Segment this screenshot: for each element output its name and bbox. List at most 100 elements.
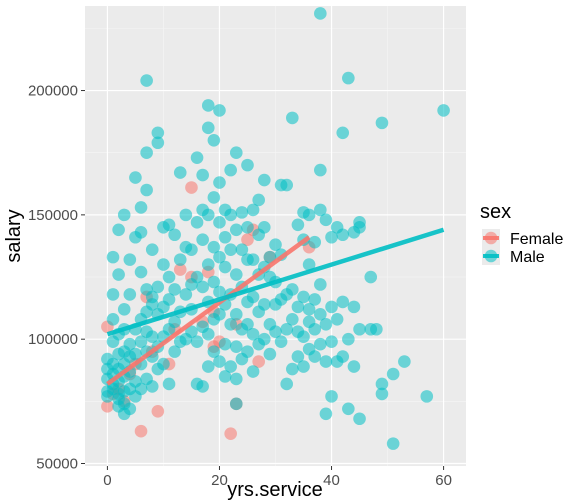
- male-point: [229, 397, 243, 411]
- male-point: [364, 270, 378, 284]
- male-point: [213, 308, 226, 321]
- male-point: [207, 240, 221, 254]
- grid-minor: [85, 6, 466, 466]
- male-point: [347, 300, 361, 314]
- female-point: [173, 263, 187, 276]
- legend-title: sex: [480, 201, 511, 223]
- male-point: [291, 300, 305, 314]
- male-point: [319, 407, 333, 421]
- male-point: [140, 74, 153, 87]
- male-point: [386, 367, 400, 381]
- male-point: [246, 290, 260, 304]
- male-point: [286, 312, 299, 326]
- male-point: [190, 335, 204, 348]
- male-point: [207, 191, 221, 204]
- male-point: [196, 168, 209, 182]
- male-point: [224, 208, 237, 222]
- female-point: [224, 427, 237, 440]
- male-point: [173, 253, 187, 266]
- male-point: [190, 151, 204, 164]
- male-point: [134, 265, 148, 279]
- male-point: [129, 347, 142, 361]
- male-point: [263, 250, 277, 264]
- x-tick-label: 60: [435, 472, 452, 489]
- male-point: [112, 268, 125, 281]
- male-point: [308, 293, 322, 306]
- female-point: [101, 400, 114, 413]
- male-point: [336, 126, 350, 140]
- male-point: [168, 315, 181, 329]
- male-point: [269, 325, 282, 339]
- male-point: [140, 146, 153, 160]
- male-point: [257, 332, 271, 346]
- male-point: [257, 220, 271, 234]
- male-point: [224, 360, 237, 373]
- male-point: [241, 345, 254, 358]
- male-point: [229, 268, 243, 281]
- y-axis-ticks: 50000 100000 150000 200000: [28, 83, 85, 473]
- male-point: [123, 337, 137, 351]
- legend-key-female: [482, 229, 500, 247]
- male-point: [314, 337, 327, 351]
- male-point: [213, 285, 226, 299]
- male-point: [218, 260, 232, 274]
- male-point: [117, 303, 131, 316]
- male-point: [386, 437, 400, 450]
- male-point: [106, 250, 120, 264]
- male-point: [297, 290, 310, 304]
- male-point: [229, 308, 243, 321]
- male-trend-line: [106, 227, 445, 337]
- x-tick-label: 40: [323, 472, 340, 489]
- male-point: [151, 126, 165, 140]
- male-point: [375, 116, 389, 130]
- male-point: [106, 288, 120, 301]
- male-point: [314, 7, 327, 20]
- male-point: [319, 317, 333, 331]
- male-point: [353, 216, 366, 229]
- male-point: [112, 223, 125, 237]
- male-point: [218, 370, 232, 383]
- male-point: [286, 283, 299, 296]
- male-point: [291, 350, 305, 363]
- male-point: [319, 355, 333, 368]
- male-point: [201, 360, 215, 373]
- male-point: [280, 322, 294, 336]
- male-point: [347, 360, 361, 373]
- male-point: [129, 171, 142, 184]
- male-point: [224, 243, 237, 256]
- male-point: [173, 166, 187, 179]
- male-point: [201, 99, 215, 112]
- male-point: [375, 377, 389, 391]
- male-point: [342, 402, 355, 416]
- male-point: [302, 303, 316, 316]
- male-point: [336, 228, 350, 242]
- male-point: [213, 216, 226, 229]
- male-point: [134, 335, 148, 348]
- male-point: [314, 163, 327, 177]
- male-point: [157, 258, 170, 271]
- male-point: [325, 230, 338, 244]
- male-point: [179, 208, 193, 222]
- male-point: [420, 390, 434, 403]
- male-point: [252, 193, 265, 207]
- male-point: [302, 208, 316, 222]
- male-point: [302, 258, 316, 271]
- male-point: [168, 283, 181, 296]
- female-point: [241, 233, 254, 247]
- male-point: [190, 216, 204, 229]
- male-point: [229, 146, 243, 160]
- male-point: [246, 327, 260, 341]
- male-point: [213, 250, 226, 264]
- male-point: [437, 104, 450, 117]
- y-axis-title: salary: [3, 209, 25, 262]
- male-point: [246, 253, 260, 266]
- male-point: [291, 218, 305, 232]
- male-point: [229, 372, 243, 386]
- male-point: [185, 325, 198, 339]
- male-point: [213, 355, 226, 368]
- male-point: [229, 223, 243, 237]
- male-point: [213, 104, 226, 117]
- male-point: [286, 362, 299, 376]
- male-point: [241, 158, 254, 172]
